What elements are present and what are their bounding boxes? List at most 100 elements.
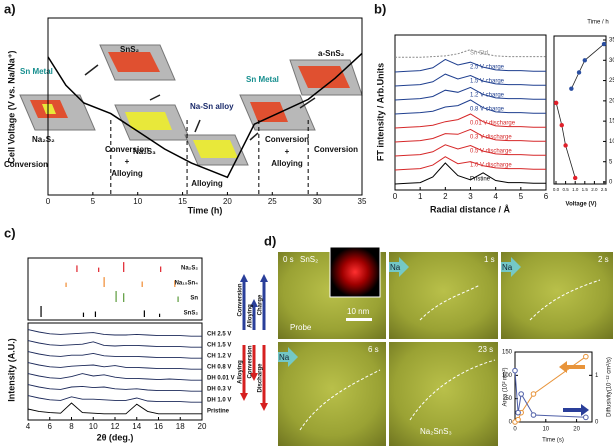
line [394,144,546,157]
panel-label: d) [264,233,276,248]
annotation: Na-Sn alloy [190,102,234,111]
line [394,113,546,129]
legend-label: 1.0 V discharge [470,163,512,169]
annotation: Sn Metal [246,75,279,84]
y-axis-label: Intensity (A.U.) [6,338,16,402]
panel-label: a) [4,1,16,16]
point [553,100,559,106]
x-tick-label: 3 [468,192,473,201]
reference-label: Sn [190,296,198,302]
region-label: Alloying [111,169,143,178]
x-axis-label: Time (h) [188,205,223,215]
legend-label: DH 0.01 V [207,376,235,382]
legend-label: CH 0.8 V [207,365,231,371]
y-tick-label: 1 [595,373,599,379]
x-tick-label: 4 [493,192,498,201]
y-tick-label: 25 [609,78,614,84]
annotation: Na₂S₂ [32,135,55,144]
image-label: SnS₂ [300,255,318,264]
legend-label: CH 1.2 V [207,354,231,360]
y-axis-label: Area (10² nm²) [503,367,509,406]
legend-label: Sn Std. [470,51,490,57]
legend-label: DH 0.3 V [207,387,231,393]
point [573,175,578,181]
point [601,41,607,47]
point [512,367,518,374]
region-label: Conversion [105,145,149,154]
x-tick-label: 25 [268,197,277,206]
line [394,156,546,171]
line [394,128,546,143]
process-label: Discharge [258,363,264,393]
x-tick-label: 18 [176,422,185,431]
reference-label: Na₂S₂ [181,266,198,272]
y-tick-label: 10 [609,139,614,145]
x-tick-label: 12 [111,422,120,431]
x-axis-label: Time (s) [542,438,564,444]
x-tick-label: 20 [198,422,207,431]
process-label: Conversion [248,345,254,378]
x-tick-label: 2 [443,192,448,201]
line [394,162,546,185]
region-label: + [285,147,290,156]
y-tick-label: 50 [505,396,512,402]
image-label: Na [502,263,513,272]
x-tick-label: 35 [358,197,367,206]
x-tick-label: 0.5 [562,187,569,192]
y-axis-label: FT intensity / Arb.Units [375,63,385,161]
line [47,52,363,179]
line [571,43,605,89]
legend-label: CH 2.5 V [207,332,231,338]
annotation: SnS₂ [120,45,140,54]
y-axis-label: Cell Voltage (V vs. Na/Na⁺) [6,50,16,163]
reference-label: SnS₂ [184,311,199,317]
point [583,414,589,421]
point [518,391,524,397]
x-axis-label: 2θ (deg.) [97,432,134,442]
panel-label: c) [4,225,16,240]
y2-axis-label: Diffusivity(10⁻¹² cm²/s) [607,357,613,417]
line [27,362,202,370]
line [27,384,202,392]
x-tick-label: 6 [48,422,53,431]
axis-box [27,322,203,421]
image-label: Na [390,263,401,272]
x-tick-label: 6 [544,192,549,201]
image-label: 6 s [368,345,379,354]
x-tick-label: 10 [542,427,549,433]
y-tick-label: 0 [595,420,599,426]
process-label: Charge [258,294,264,315]
process-label: Alloying [248,304,254,328]
x-tick-label: 5 [91,197,96,206]
point [583,353,589,360]
x-tick-label: 1 [418,192,423,201]
x-tick-label: 14 [132,422,141,431]
x-tick-label: 0 [513,427,517,433]
line [394,73,546,87]
x-tick-label: 15 [178,197,187,206]
point [563,143,568,148]
process-label: Conversion [238,283,244,316]
x-tick-label: 20 [223,197,232,206]
region-label: Alloying [191,179,223,188]
reference-label: Na₁₅Sn₄ [175,281,199,287]
x-tick-label: 0.0 [553,187,560,192]
image-label: 23 s [478,345,493,354]
region-label: Conversion [314,145,358,154]
image-label: 0 s [283,255,294,264]
x-tick-label: 1.5 [582,187,589,192]
x-tick-label: 1.0 [572,187,579,192]
point [515,416,521,423]
line [555,102,576,179]
y-tick-label: 0 [609,180,613,186]
x-tick-label: 30 [313,197,322,206]
y-tick-label: 0 [509,420,513,426]
line [394,86,546,101]
line [394,99,546,115]
region-label: + [125,157,130,166]
region-label: Alloying [271,159,303,168]
region-label: Conversion [4,160,48,169]
legend-label: 1.5 V charge [470,79,505,85]
y-tick-label: 5 [609,159,613,165]
